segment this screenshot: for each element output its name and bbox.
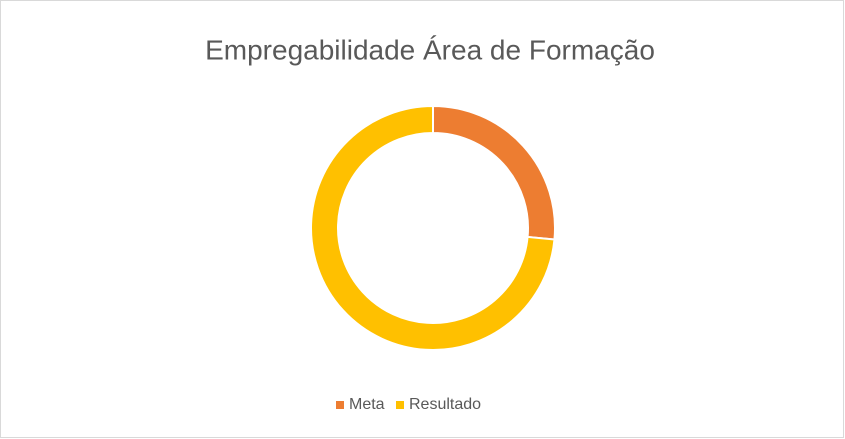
legend-swatch [396, 401, 404, 409]
legend-swatch [336, 401, 344, 409]
legend-label: Meta [349, 396, 385, 413]
donut-segment [310, 104, 556, 351]
legend-label: Resultado [409, 396, 481, 413]
chart-title: Empregabilidade Área de Formação [205, 34, 655, 65]
